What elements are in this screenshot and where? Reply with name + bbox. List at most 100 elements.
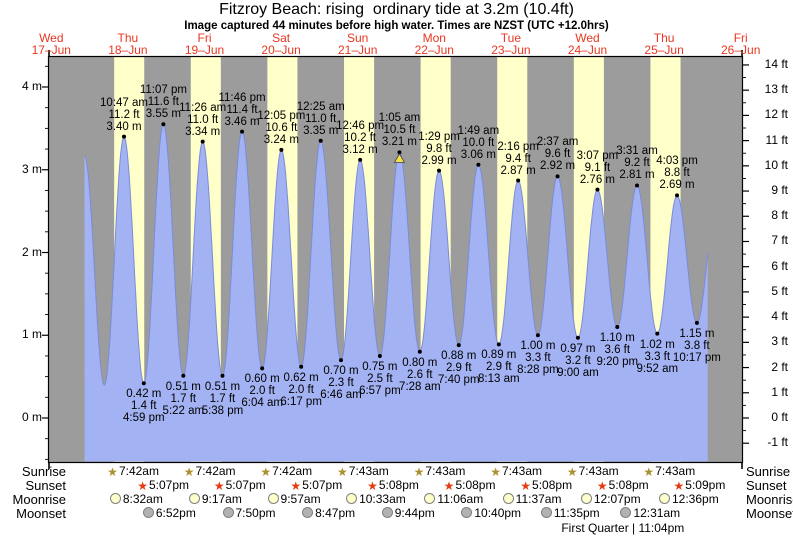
tide-label-line: 8:13 am <box>478 373 520 386</box>
y-axis-right-label: 3 ft <box>771 334 788 349</box>
tide-label-line: 0.75 m <box>362 360 398 373</box>
tide-high-label: 12:05 pm 10.6 ft 3.24 m <box>257 110 305 146</box>
moonset-time: 7:50pm <box>222 506 276 520</box>
tide-label-line: 0.97 m <box>560 342 596 355</box>
sunset-star-icon: ★ <box>596 479 608 493</box>
tide-label-line: 10.0 ft <box>462 136 495 149</box>
tide-label-line: 3.06 m <box>460 148 496 161</box>
y-axis-right-label: 5 ft <box>771 283 788 298</box>
tide-label-line: 2.92 m <box>539 160 576 173</box>
moonrise-circle-icon <box>109 493 121 504</box>
axis-ticks <box>42 50 749 469</box>
sunset-time-text: 5:08pm <box>608 478 649 492</box>
tide-label-line: 2:16 pm <box>497 140 539 153</box>
moonrise-time-text: 11:06am <box>437 492 484 506</box>
tide-label-line: 9.4 ft <box>505 152 531 165</box>
sunset-time: ★5:07pm <box>137 478 190 493</box>
capture-note: Image captured 44 minutes before high wa… <box>184 20 609 32</box>
tide-label-line: 12:46 pm <box>336 119 385 132</box>
moonset-time-text: 7:50pm <box>235 506 276 520</box>
moonrise-circle-icon <box>188 493 200 504</box>
day-date: 19–Jun <box>184 43 225 57</box>
sunset-star-icon: ★ <box>443 479 455 493</box>
day-date: 17–Jun <box>31 43 71 57</box>
moonset-time-text: 8:47pm <box>315 506 356 520</box>
moonset-time: 10:40pm <box>461 507 521 520</box>
sunrise-time: ★7:43am <box>337 465 389 479</box>
page-title: Fitzroy Beach: rising ordinary tide at 3… <box>219 1 574 18</box>
plot-border <box>47 55 744 464</box>
moonset-time-text: 11:35pm <box>553 506 600 520</box>
y-axis-right-label: 0 ft <box>771 410 788 424</box>
y-axis-right-label: 4 ft <box>771 309 788 324</box>
tide-low-label: 1.15 m 3.8 ft 10:17 pm <box>673 328 721 364</box>
tide-label-line: 1.00 m <box>520 340 556 353</box>
sunset-star-icon: ★ <box>673 479 685 493</box>
tide-low-label: 1.00 m 3.3 ft 8:28 pm <box>517 340 559 376</box>
tide-low-label: 0.80 m 2.6 ft 7:28 am <box>399 357 441 393</box>
tide-label-line: 12:05 pm <box>257 109 306 122</box>
tide-low-label: 0.70 m 2.3 ft 6:46 am <box>320 365 362 401</box>
tide-label-line: 4:03 pm <box>656 155 698 168</box>
tide-label-line: 8:28 pm <box>517 364 559 377</box>
tide-label-line: 11.4 ft <box>226 103 258 116</box>
tide-low-label: 0.75 m 2.5 ft 6:57 pm <box>359 361 401 397</box>
y-axis-left-label: 0 m <box>21 410 42 424</box>
tide-label-line: 6:04 am <box>241 397 283 410</box>
sunrise-time-text: 7:42am <box>195 464 236 478</box>
tide-label-line: 1:29 pm <box>418 130 460 143</box>
day-of-week: Thu <box>117 31 139 45</box>
moonrise-time-text: 10:33am <box>359 492 406 506</box>
tide-high-label: 1:49 am 10.0 ft 3.06 m <box>458 125 500 161</box>
moonset-circle-icon <box>620 507 632 518</box>
sunrise-row-label-left: Sunrise <box>21 464 66 479</box>
moonrise-circle-icon <box>346 493 358 504</box>
tide-high-label: 11:46 pm 11.4 ft 3.46 m <box>218 92 265 128</box>
moonrise-circle-icon <box>424 493 436 504</box>
tide-label-line: 10:17 pm <box>672 351 721 364</box>
tide-low-label: 1.10 m 3.6 ft 9:20 pm <box>597 332 639 368</box>
moonrise-time-text: 12:36pm <box>672 492 719 506</box>
sunrise-star-icon: ★ <box>490 465 501 479</box>
tide-label-line: 2.0 ft <box>249 385 275 398</box>
tide-dot <box>260 366 265 371</box>
day-of-week: Sun <box>347 31 369 45</box>
sunset-time-text: 5:07pm <box>148 478 190 492</box>
tide-label-line: 2.81 m <box>619 169 655 182</box>
moonrise-time: 9:57am <box>267 493 321 506</box>
tide-label-line: 0.62 m <box>283 371 319 384</box>
tide-high-label: 3:31 am 9.2 ft 2.81 m <box>616 145 658 181</box>
tide-low-label: 0.51 m 1.7 ft 5:22 am <box>163 381 205 417</box>
moonset-circle-icon <box>222 507 234 518</box>
tide-label-line: 9:00 am <box>557 366 599 379</box>
sunset-time: ★5:08pm <box>367 479 419 493</box>
tide-dot <box>615 324 620 329</box>
sunrise-time: ★7:42am <box>107 465 159 479</box>
y-axis-right-label: 13 ft <box>764 82 788 97</box>
tide-label-line: 8.8 ft <box>664 167 690 180</box>
tide-label-line: 11.0 ft <box>305 112 337 125</box>
tide-label-line: 3.40 m <box>106 120 142 133</box>
moonset-circle-icon <box>302 507 314 518</box>
day-of-week: Mon <box>422 31 446 45</box>
moonrise-time: 11:37am <box>502 492 562 506</box>
moonrise-time-text: 12:07pm <box>593 492 641 506</box>
tide-label-line: 3.3 ft <box>525 352 551 365</box>
day-label: Wed 24–Jun <box>568 32 607 56</box>
y-axis-right-label: 6 ft <box>771 258 788 273</box>
tide-dot <box>299 364 304 369</box>
moonrise-row-label-left: Moonrise <box>12 492 66 507</box>
tide-dot <box>240 129 245 134</box>
moonset-time-text: 6:52pm <box>155 506 196 520</box>
tide-low-label: 0.42 m 1.4 ft 4:59 pm <box>123 388 165 424</box>
tide-label-line: 3.46 m <box>224 115 260 128</box>
tide-label-line: 3:07 pm <box>576 149 619 162</box>
tide-label-line: 1:05 am <box>378 112 421 125</box>
moonrise-time: 9:17am <box>188 493 242 506</box>
day-label: Fri 26–Jun <box>721 32 760 56</box>
tide-dot <box>181 373 186 378</box>
tide-label-line: 0.60 m <box>244 373 280 386</box>
moonrise-time-text: 11:37am <box>515 492 562 506</box>
sunrise-time-text: 7:43am <box>578 464 619 478</box>
